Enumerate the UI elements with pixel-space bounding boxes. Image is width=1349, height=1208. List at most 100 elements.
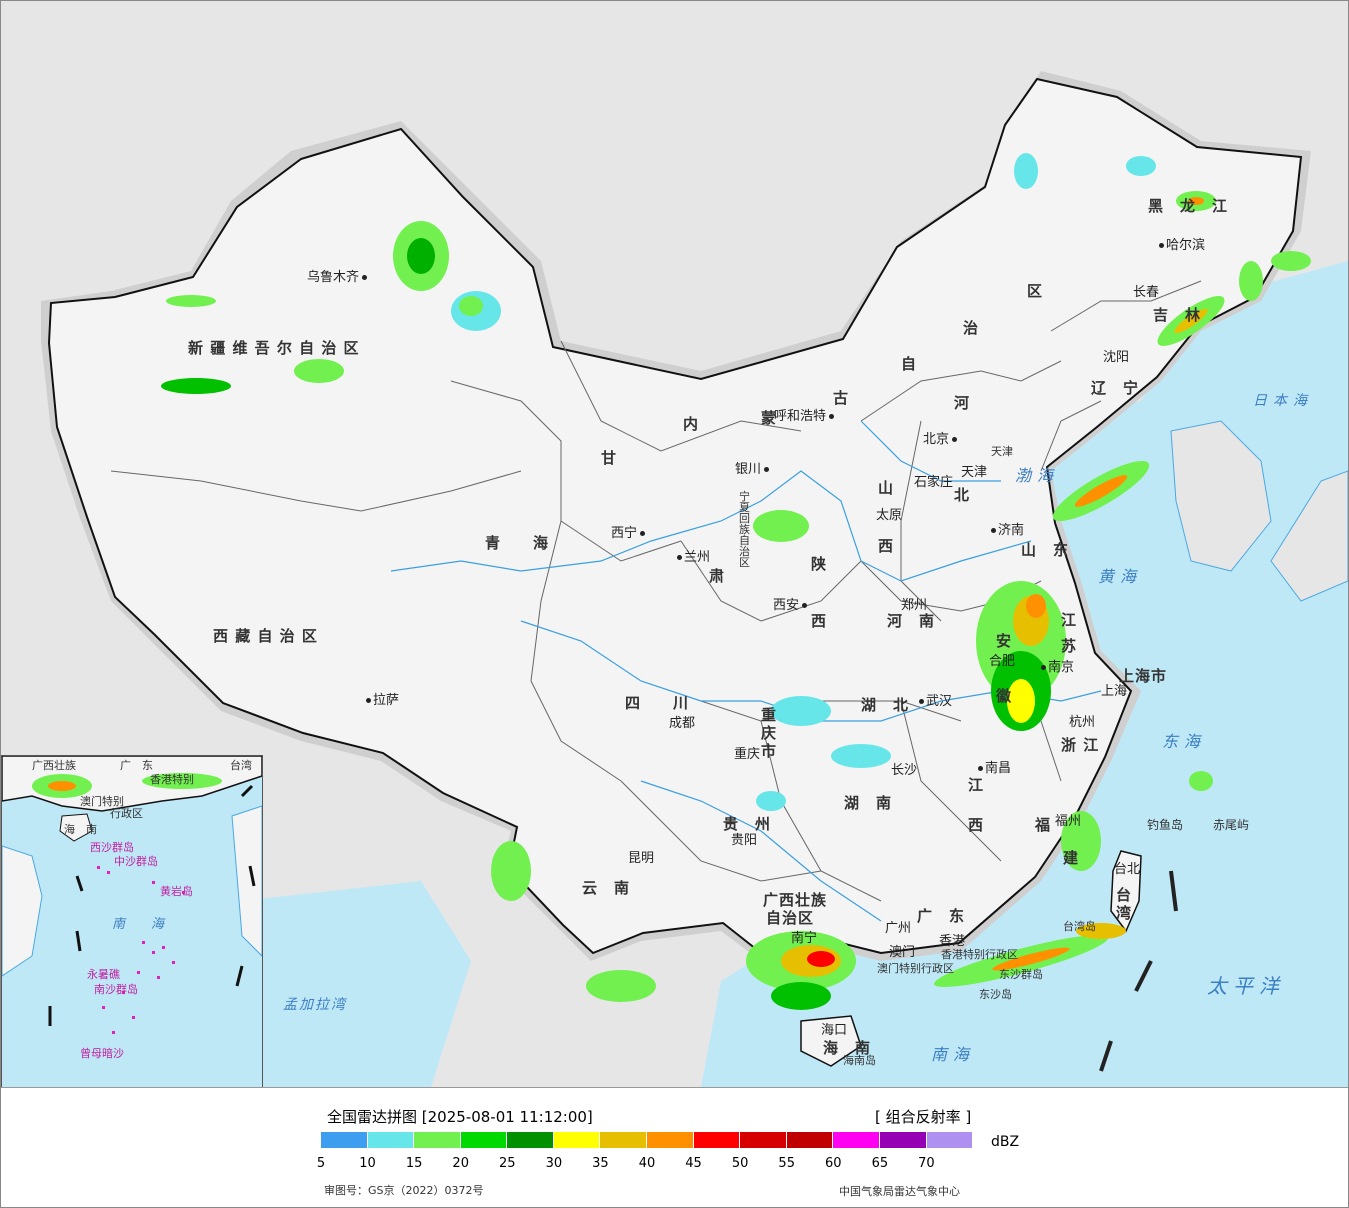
- city-chengdu: 成都: [669, 716, 696, 731]
- province-shandong: 山 东: [1021, 541, 1070, 559]
- review-number: 审图号：GS京（2022）0372号: [324, 1184, 484, 1197]
- legend-swatch-9: [740, 1132, 787, 1148]
- city-changchun: 长春: [1133, 285, 1160, 300]
- province-taiwan: 台 湾: [1116, 886, 1133, 922]
- inset-left-land: [2, 845, 43, 977]
- province-xinjiang: 新 疆 维 吾 尔 自 治 区: [188, 339, 360, 357]
- legend-swatch-8: [693, 1132, 741, 1148]
- province-zhejiang: 浙 江: [1061, 736, 1100, 754]
- legend-product: [ 组合反射率 ]: [875, 1108, 972, 1126]
- legend-tick: 70: [918, 1156, 935, 1171]
- island-chiweiyu: 赤尾屿: [1213, 818, 1250, 832]
- province-ningxia: 宁夏回族自治区: [739, 490, 750, 569]
- city-taipei: 台北: [1114, 862, 1141, 877]
- province-hebei-2: 北: [954, 486, 971, 504]
- city-nanchang: 南昌: [978, 762, 1011, 775]
- province-jilin: 吉 林: [1153, 306, 1202, 324]
- province-jiangxi-1: 江: [968, 776, 985, 794]
- province-hubei: 湖 北: [861, 696, 910, 714]
- city-beijing: 北京: [923, 433, 959, 446]
- city-kunming: 昆明: [628, 851, 655, 866]
- island-taiwandao: 台湾岛: [1063, 920, 1096, 933]
- province-jiangsu-2: 苏: [1061, 637, 1078, 655]
- inset-canvas: [2, 756, 262, 1034]
- city-hongkong: 香港: [939, 934, 966, 949]
- province-hainan: 海 南: [823, 1039, 872, 1057]
- province-neimenggu-1: 内: [683, 415, 700, 433]
- inset-label-nanhai: 南 海: [112, 917, 165, 932]
- city-xian: 西安: [773, 599, 809, 612]
- province-neimenggu-5: 治: [963, 319, 980, 337]
- legend-title: 全国雷达拼图 [2025-08-01 11:12:00]: [327, 1108, 593, 1126]
- inset-label-zengmu: 曾母暗沙: [80, 1047, 124, 1060]
- province-hebei-1: 河: [954, 394, 971, 412]
- sea-ribenhai: 日本海: [1253, 393, 1313, 409]
- inset-label-guangxi: 广西壮族: [32, 759, 76, 772]
- inset-label-hainan: 海 南: [64, 823, 97, 836]
- province-shanxi-1: 山: [878, 479, 895, 497]
- province-qinghai: 青 海: [485, 534, 550, 552]
- city-hohhot: 呼和浩特: [774, 410, 836, 423]
- city-jinan: 济南: [991, 524, 1024, 537]
- legend-swatch-12: [879, 1132, 927, 1148]
- korea-land: [1170, 420, 1272, 572]
- inset-label-zhongsha: 中沙群岛: [114, 855, 158, 868]
- island-hainandao: 海南岛: [843, 1054, 876, 1067]
- legend-swatch-13: [926, 1132, 974, 1148]
- province-guizhou: 贵 州: [723, 815, 772, 833]
- legend-tick: 5: [316, 1156, 326, 1171]
- radar-map: 新 疆 维 吾 尔 自 治 区 西 藏 自 治 区 青 海 甘 内 蒙 古 自 …: [1, 1, 1348, 1088]
- radar-echoes: [161, 153, 1311, 1010]
- city-macau: 澳门: [889, 945, 916, 960]
- inset-islands: [97, 866, 185, 1034]
- city-nanjing: 南京: [1041, 661, 1074, 674]
- sea-nanhai: 南海: [931, 1045, 976, 1064]
- producer-credit: 中国气象局雷达气象中心: [839, 1185, 960, 1198]
- island-dongshaqundao: 东沙群岛: [999, 968, 1043, 981]
- legend-swatch-5: [553, 1132, 601, 1148]
- province-xianggang: 香港特别行政区: [941, 948, 1018, 961]
- province-shaanxi-1: 陕: [811, 555, 828, 573]
- city-guiyang: 贵阳: [731, 833, 758, 848]
- province-shaanxi-2: 西: [811, 612, 828, 630]
- legend-tick: 15: [405, 1156, 423, 1171]
- province-chongqing: 重 庆 市: [761, 706, 778, 760]
- inset-echo-2: [48, 781, 76, 791]
- city-shijiazhuang: 石家庄: [914, 475, 954, 490]
- inset-hainan: [59, 813, 93, 842]
- province-neimenggu-2: 蒙: [761, 409, 778, 427]
- province-neimenggu-3: 古: [833, 389, 850, 407]
- city-lanzhou: 兰州: [677, 551, 710, 564]
- map-canvas: [41, 71, 1348, 1087]
- sea-huanghai: 黄海: [1098, 567, 1143, 586]
- legend-tick: 30: [545, 1156, 563, 1171]
- province-xizang: 西 藏 自 治 区: [213, 627, 318, 645]
- inset-label-yongshu: 永暑礁: [87, 968, 120, 981]
- province-jiangxi-2: 西: [968, 816, 985, 834]
- city-shenyang: 沈阳: [1103, 350, 1130, 365]
- province-henan: 河 南: [887, 612, 936, 630]
- sea-mengjialawan: 孟加拉湾: [283, 997, 347, 1013]
- legend-swatch-10: [786, 1132, 834, 1148]
- city-changsha: 长沙: [891, 763, 918, 778]
- island-dongshadao: 东沙岛: [979, 988, 1012, 1001]
- province-neimenggu-6: 区: [1027, 282, 1044, 300]
- inset-label-hongkong: 香港特别: [150, 773, 194, 786]
- city-hefei: 合肥: [989, 654, 1016, 669]
- inset-label-huangyan: 黄岩岛: [160, 885, 193, 898]
- city-guangzhou: 广州: [885, 921, 912, 936]
- sea-donghai: 东海: [1162, 732, 1207, 751]
- legend-swatch-7: [647, 1132, 694, 1148]
- inset-right-land: [231, 805, 262, 957]
- city-chongqing: 重庆: [734, 747, 761, 762]
- province-fujian-2: 建: [1063, 849, 1080, 867]
- japan-land: [1270, 470, 1348, 602]
- city-fuzhou: 福州: [1055, 814, 1082, 829]
- province-guangdong: 广 东: [917, 907, 966, 925]
- sea-bay-bengal: [241, 881, 471, 1087]
- city-lhasa: 拉萨: [366, 694, 399, 707]
- province-aomen: 澳门特别行政区: [877, 962, 954, 975]
- city-hangzhou: 杭州: [1069, 715, 1096, 730]
- legend-tick: 55: [778, 1156, 795, 1171]
